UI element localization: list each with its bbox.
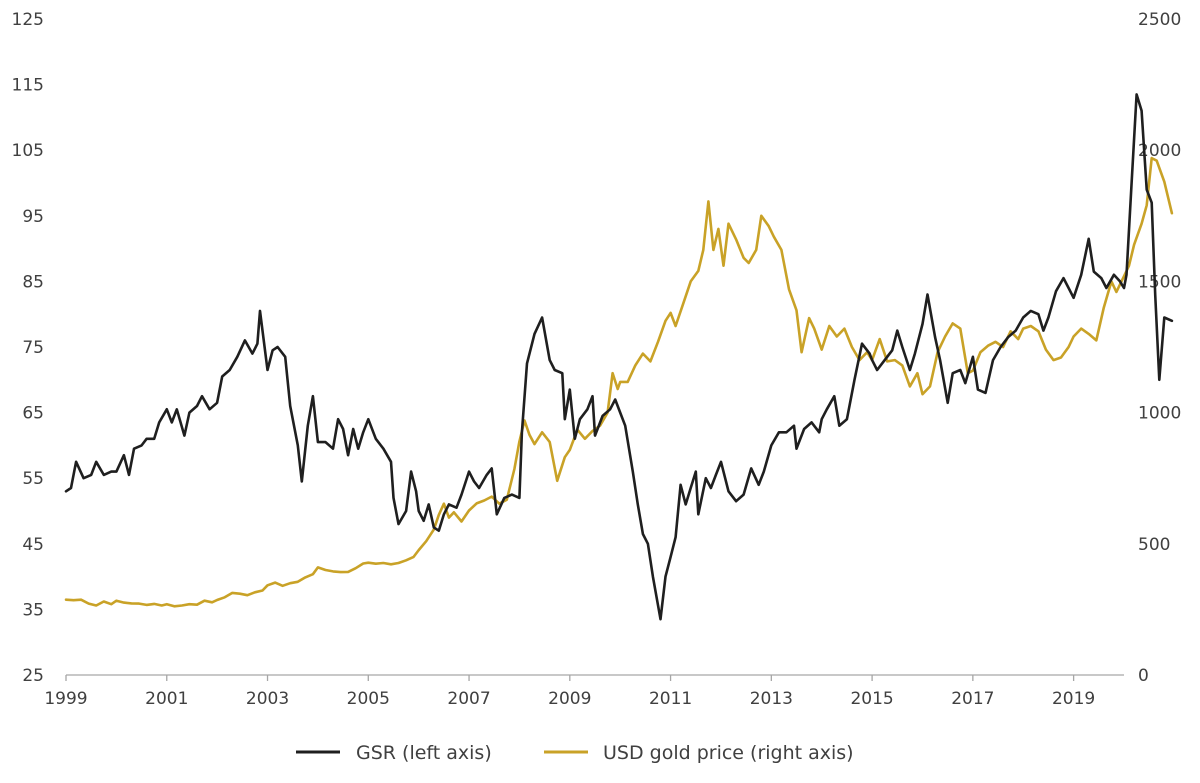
- x-tick-label-2019: 2019: [1052, 689, 1095, 709]
- legend-label-gold-price: USD gold price (right axis): [603, 742, 854, 764]
- gsr-series-line: [64, 93, 1174, 621]
- x-tick-label-2011: 2011: [649, 689, 692, 709]
- left-y-tick-label-95: 95: [22, 207, 44, 227]
- x-tick-label-1999: 1999: [44, 689, 87, 709]
- x-tick-label-2015: 2015: [850, 689, 893, 709]
- x-tick-label-2005: 2005: [347, 689, 390, 709]
- legend-label-gsr: GSR (left axis): [356, 742, 492, 764]
- left-y-axis-ticks: 25 35 45 55 65 75 85 95 105 115 125: [12, 10, 44, 686]
- right-y-tick-label-1500: 1500: [1138, 272, 1181, 292]
- x-axis-ticks: 1999 2001 2003 2005 2007 2009 2011 2013 2015 2017…: [44, 675, 1095, 709]
- left-y-tick-label-75: 75: [22, 338, 44, 358]
- left-y-tick-label-115: 115: [12, 76, 44, 96]
- legend: GSR (left axis) USD gold price (right ax…: [296, 742, 854, 764]
- x-tick-label-2003: 2003: [246, 689, 289, 709]
- series-layer: [64, 93, 1174, 621]
- left-y-tick-label-25: 25: [22, 666, 44, 686]
- right-y-tick-label-2500: 2500: [1138, 10, 1181, 30]
- left-y-tick-label-105: 105: [12, 141, 44, 161]
- right-y-tick-label-2000: 2000: [1138, 141, 1181, 161]
- left-y-tick-label-85: 85: [22, 272, 44, 292]
- x-tick-label-2007: 2007: [447, 689, 490, 709]
- gold-price-series-line: [64, 156, 1174, 608]
- right-y-tick-label-500: 500: [1138, 535, 1170, 555]
- left-y-tick-label-55: 55: [22, 469, 44, 489]
- x-tick-label-2001: 2001: [145, 689, 188, 709]
- left-y-tick-label-45: 45: [22, 535, 44, 555]
- x-tick-label-2017: 2017: [951, 689, 994, 709]
- left-y-tick-label-125: 125: [12, 10, 44, 30]
- x-tick-label-2013: 2013: [750, 689, 793, 709]
- right-y-tick-label-1000: 1000: [1138, 404, 1181, 424]
- left-y-tick-label-35: 35: [22, 600, 44, 620]
- right-y-tick-label-0: 0: [1138, 666, 1149, 686]
- left-y-tick-label-65: 65: [22, 404, 44, 424]
- x-tick-label-2009: 2009: [548, 689, 591, 709]
- right-y-axis-ticks: 0 500 1000 1500 2000 2500: [1138, 10, 1181, 686]
